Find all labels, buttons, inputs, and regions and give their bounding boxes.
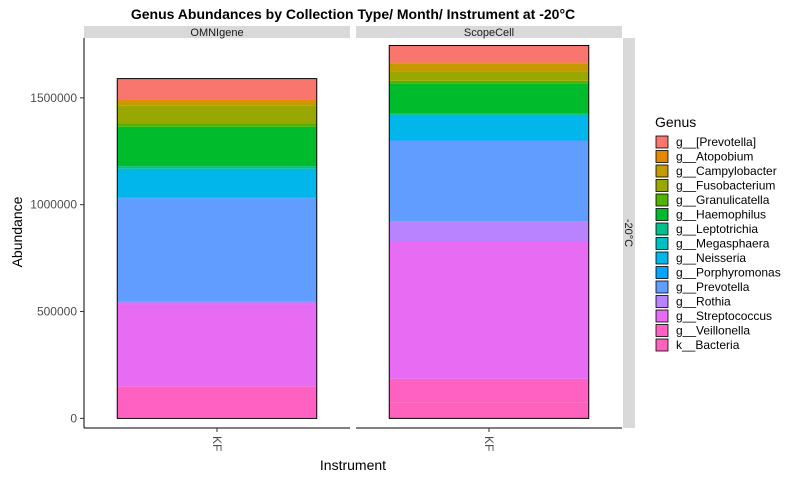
legend-label: g__Porphyromonas: [676, 266, 781, 280]
legend-swatch: [655, 135, 669, 149]
y-axis-title: Abundance: [9, 196, 25, 267]
strip-omnigene: [84, 26, 350, 38]
x-tick-label: KF: [210, 436, 224, 451]
facet-panels: OMNIgene KF ScopeCell KF: [84, 26, 622, 451]
bar-segment-g-prevotella: [389, 140, 589, 222]
legend-swatch: [655, 222, 669, 236]
legend-label: g__Haemophilus: [676, 208, 766, 222]
legend-item: g__Megasphaera: [655, 237, 770, 251]
x-axis-title: Instrument: [320, 457, 386, 473]
y-tick-label: 0: [70, 411, 77, 425]
strip-label: ScopeCell: [464, 27, 514, 39]
strip-label: OMNIgene: [190, 27, 243, 39]
legend: Genus g__[Prevotella]g__Atopobiumg__Camp…: [655, 114, 781, 352]
legend-item: g__Rothia: [655, 295, 731, 309]
bar-segment-g-fusobacterium: [389, 71, 589, 81]
strip-scopecell: [356, 26, 622, 38]
bar-segment-g-leptotrichia: [117, 166, 317, 169]
legend-label: g__Leptotrichia: [676, 222, 758, 236]
legend-item: k__Bacteria: [655, 338, 740, 352]
legend-item: g__Porphyromonas: [655, 266, 781, 280]
legend-label: k__Bacteria: [676, 338, 740, 352]
y-tick-label: 500000: [37, 305, 77, 319]
bar-segment-g-porphyromonas: [389, 139, 589, 141]
legend-item: g__[Prevotella]: [655, 135, 756, 149]
legend-label: g__Veillonella: [676, 324, 750, 338]
row-strip-label: -20°C: [622, 219, 634, 247]
legend-label: g__Campylobacter: [676, 164, 777, 178]
bar-segment-g-fusobacterium: [117, 105, 317, 124]
bar-segment-g-porphyromonas: [117, 197, 317, 199]
legend-label: g__Streptococcus: [676, 309, 772, 323]
legend-label: g__Fusobacterium: [676, 179, 775, 193]
bar-segment-g-megasphaera: [389, 114, 589, 116]
bar-segment-g-atopobium: [389, 62, 589, 64]
row-strip: [623, 38, 635, 428]
legend-label: g__Megasphaera: [676, 237, 770, 251]
chart-title: Genus Abundances by Collection Type/ Mon…: [131, 6, 575, 22]
panel-omnigene: OMNIgene KF: [84, 26, 350, 451]
legend-swatch: [655, 295, 669, 308]
legend-item: g__Campylobacter: [655, 164, 777, 178]
bar-outline: [388, 44, 590, 419]
x-tick-label: KF: [482, 436, 496, 451]
legend-label: g__[Prevotella]: [676, 135, 756, 149]
bar-segment-g-atopobium: [117, 99, 317, 102]
y-tick-label: 1000000: [30, 198, 77, 212]
legend-swatch: [655, 309, 669, 323]
bar-segment-g-veillonella: [389, 378, 589, 403]
bar-segment-g-streptococcus: [389, 241, 589, 379]
bar-segment-g-granulicatella: [389, 80, 589, 84]
legend-item: g__Atopobium: [655, 150, 753, 164]
legend-label: g__Atopobium: [676, 150, 753, 164]
bar-segment-g-granulicatella: [117, 123, 317, 127]
legend-swatch: [655, 208, 669, 221]
bar-segment-g-leptotrichia: [389, 113, 589, 115]
bar-segment-g-neisseria: [389, 116, 589, 140]
bar-segment-g-campylobacter: [117, 101, 317, 106]
legend-label: g__Granulicatella: [676, 193, 770, 207]
bar-segment-g-campylobacter: [389, 63, 589, 72]
legend-swatch: [655, 324, 669, 337]
legend-item: g__Granulicatella: [655, 193, 770, 207]
legend-swatch: [655, 237, 669, 250]
y-axis: 0 500000 1000000 1500000: [30, 38, 85, 428]
legend-item: g__Prevotella: [655, 280, 750, 294]
legend-item: g__Haemophilus: [655, 208, 766, 222]
legend-swatch: [655, 251, 669, 265]
bar-segment-g-haemophilus: [117, 126, 317, 167]
legend-item: g__Neisseria: [655, 251, 746, 265]
bar-segment-g-neisseria: [117, 170, 317, 198]
legend-swatch: [655, 150, 669, 163]
bar-segment-g-prevotella: [117, 198, 317, 302]
legend-item: g__Veillonella: [655, 324, 750, 338]
bar-segment-k-bacteria: [389, 402, 589, 419]
bar-segment-k-bacteria: [117, 417, 317, 419]
legend-item: g__Leptotrichia: [655, 222, 758, 236]
legend-swatch: [655, 193, 669, 207]
legend-swatch: [655, 179, 669, 192]
y-tick-label: 1500000: [30, 91, 77, 105]
legend-item: g__Fusobacterium: [655, 179, 775, 193]
legend-swatch: [655, 338, 669, 352]
legend-title: Genus: [655, 114, 696, 130]
legend-swatch: [655, 266, 669, 279]
legend-label: g__Rothia: [676, 295, 731, 309]
bar-segment-g-streptococcus: [117, 304, 317, 387]
legend-swatch: [655, 280, 669, 294]
bar-segment-g-prevotella-: [117, 78, 317, 100]
bar-segment-g-rothia: [389, 221, 589, 242]
panel-scopecell: ScopeCell KF: [356, 26, 622, 451]
bar-segment-g-rothia: [117, 301, 317, 305]
legend-swatch: [655, 164, 669, 178]
bar-segment-g-prevotella-: [389, 45, 589, 63]
bar-segment-g-haemophilus: [389, 83, 589, 114]
bar-outline: [116, 78, 318, 419]
legend-label: g__Neisseria: [676, 251, 746, 265]
legend-label: g__Prevotella: [676, 280, 750, 294]
bar-segment-g-veillonella: [117, 386, 317, 418]
bar-segment-g-megasphaera: [117, 168, 317, 171]
legend-item: g__Streptococcus: [655, 309, 772, 323]
